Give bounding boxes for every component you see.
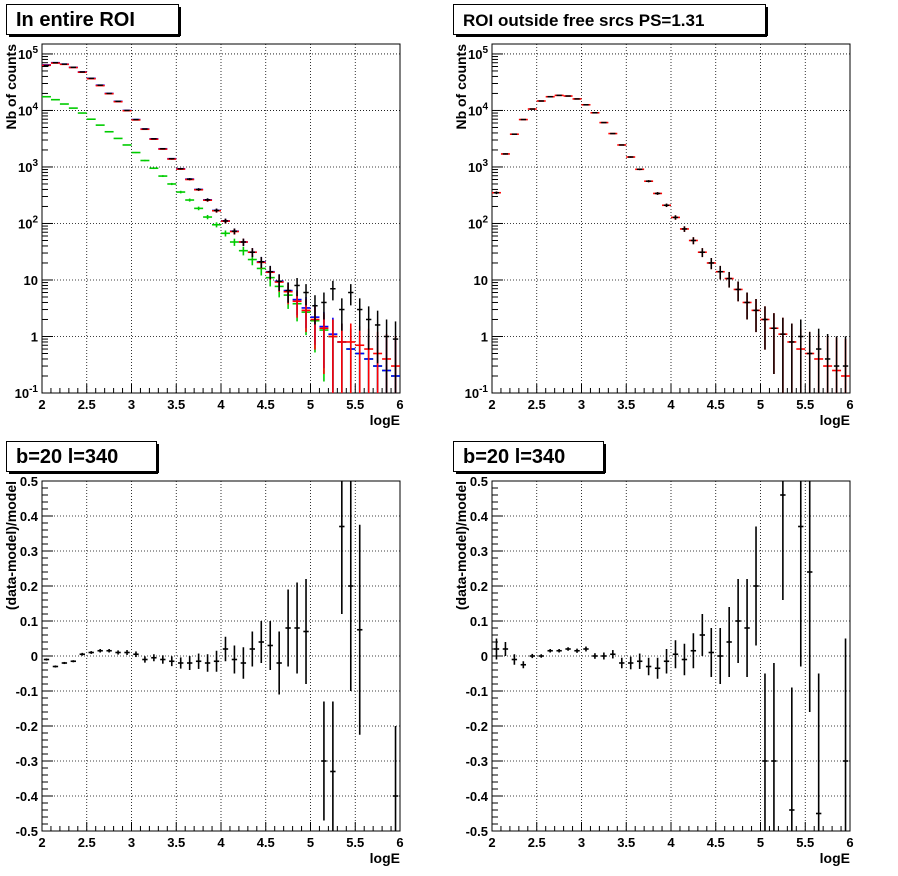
x-tick-label: 6 (846, 397, 853, 412)
y-tick-label: 105 (468, 45, 488, 62)
y-tick-label: 104 (18, 101, 38, 118)
x-tick-label: 5.5 (346, 397, 364, 412)
x-tick-label: 2 (488, 835, 495, 850)
y-tick-label: 0.5 (20, 474, 38, 489)
x-tick-label: 5 (757, 835, 764, 850)
x-tick-label: 3 (578, 835, 585, 850)
x-tick-label: 2.5 (528, 397, 546, 412)
y-tick-label: 0.3 (20, 544, 38, 559)
x-tick-label: 4.5 (707, 397, 725, 412)
x-axis-label: logE (370, 412, 400, 428)
y-tick-label: -0.2 (16, 719, 38, 734)
x-tick-label: 3 (128, 397, 135, 412)
y-tick-label: 0.3 (470, 544, 488, 559)
y-tick-label: 0.1 (470, 614, 488, 629)
y-tick-label: -0.1 (466, 684, 488, 699)
y-tick-label: -0.4 (466, 789, 489, 804)
y-tick-label: -0.5 (466, 824, 488, 839)
chart-panel-2: ROI outside free srcs PS=1.31 2 2.5 3 3.5 4 4.… (453, 4, 854, 428)
x-tick-label: 5.5 (346, 835, 364, 850)
title-box (453, 441, 604, 472)
y-tick-label: 104 (468, 101, 488, 118)
x-axis-label: logE (820, 412, 850, 428)
y-tick-label: 105 (18, 45, 38, 62)
y-tick-label: -0.3 (16, 754, 38, 769)
series-0 (43, 61, 399, 393)
chart-title: ROI outside free srcs PS=1.31 (463, 11, 704, 30)
y-tick-label: 0.1 (20, 614, 38, 629)
x-tick-label: 5 (307, 397, 314, 412)
x-tick-label: 3.5 (167, 835, 185, 850)
x-tick-label: 5.5 (796, 397, 814, 412)
series-0 (493, 94, 849, 393)
x-tick-label: 2.5 (78, 397, 96, 412)
x-tick-label: 5 (307, 835, 314, 850)
title-box (6, 4, 179, 35)
chart-title: In entire ROI (16, 9, 135, 31)
y-tick-label: 0.4 (470, 509, 489, 524)
y-tick-label: 1 (481, 329, 488, 344)
x-tick-label: 3.5 (167, 397, 185, 412)
y-tick-label: -0.1 (16, 684, 38, 699)
x-tick-label: 3 (128, 835, 135, 850)
x-tick-label: 6 (396, 835, 403, 850)
title-box (453, 4, 766, 35)
y-tick-label: 102 (468, 214, 488, 231)
y-tick-label: -0.5 (16, 824, 38, 839)
y-axis-label: (data-model)/model (3, 481, 19, 610)
x-tick-label: 6 (396, 397, 403, 412)
x-tick-label: 5.5 (796, 835, 814, 850)
x-tick-label: 4.5 (707, 835, 725, 850)
y-tick-label: 103 (18, 158, 38, 175)
y-tick-label: 10-1 (465, 384, 489, 401)
y-tick-label: 0.5 (470, 474, 488, 489)
y-tick-label: 0.2 (470, 579, 488, 594)
y-axis-label: Nb of counts (3, 44, 19, 130)
x-tick-label: 5 (757, 397, 764, 412)
y-tick-label: 0 (481, 649, 488, 664)
x-tick-label: 6 (846, 835, 853, 850)
x-tick-label: 4 (667, 397, 675, 412)
x-tick-label: 4 (217, 835, 225, 850)
x-tick-label: 2 (38, 835, 45, 850)
residual-series (43, 481, 399, 831)
x-tick-label: 4.5 (257, 397, 275, 412)
y-tick-label: -0.2 (466, 719, 488, 734)
chart-title: b=20 l=340 (16, 446, 118, 468)
x-axis-label: logE (370, 850, 400, 866)
y-tick-label: 0 (31, 649, 38, 664)
x-tick-label: 2.5 (78, 835, 96, 850)
y-tick-label: 102 (18, 214, 38, 231)
x-tick-label: 4.5 (257, 835, 275, 850)
y-tick-label: 1 (31, 329, 38, 344)
y-tick-label: 10 (474, 273, 488, 288)
y-tick-label: 0.2 (20, 579, 38, 594)
y-tick-label: 10 (24, 273, 38, 288)
x-tick-label: 3.5 (617, 397, 635, 412)
y-tick-label: 103 (468, 158, 488, 175)
x-tick-label: 3 (578, 397, 585, 412)
x-tick-label: 4 (667, 835, 675, 850)
x-axis-label: logE (820, 850, 850, 866)
x-tick-label: 2.5 (528, 835, 546, 850)
y-tick-label: -0.3 (466, 754, 488, 769)
y-tick-label: 0.4 (20, 509, 39, 524)
residual-series (493, 481, 849, 831)
y-tick-label: 10-1 (15, 384, 39, 401)
chart-title: b=20 l=340 (463, 446, 565, 468)
x-tick-label: 2 (488, 397, 495, 412)
title-box (6, 441, 157, 472)
y-tick-label: -0.4 (16, 789, 39, 804)
x-tick-label: 4 (217, 397, 225, 412)
y-axis-label: Nb of counts (453, 44, 469, 130)
x-tick-label: 3.5 (617, 835, 635, 850)
x-tick-label: 2 (38, 397, 45, 412)
y-axis-label: (data-model)/model (453, 481, 469, 610)
